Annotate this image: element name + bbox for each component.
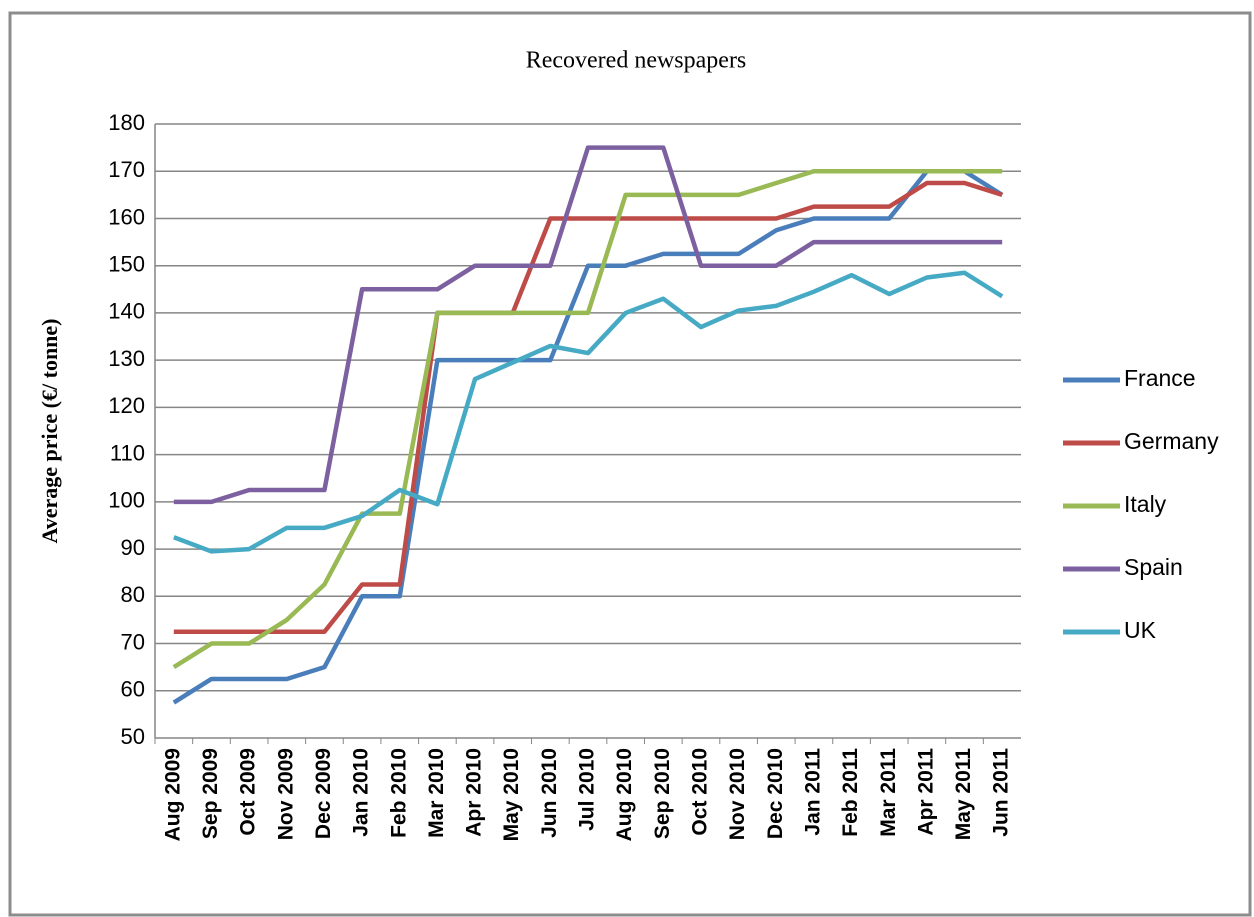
y-tick-label: 60: [121, 677, 145, 702]
x-tick-label: May 2010: [500, 748, 523, 841]
y-tick-label: 140: [108, 299, 145, 324]
x-tick-label: Apr 2011: [914, 748, 937, 836]
x-tick-label: Jul 2010: [576, 748, 599, 831]
y-tick-label: 70: [121, 629, 145, 654]
x-tick-label: Jun 2010: [538, 748, 561, 838]
legend-label: Germany: [1124, 428, 1219, 454]
x-tick-label: Sep 2009: [199, 748, 222, 839]
y-tick-label: 120: [108, 393, 145, 418]
x-tick-label: Dec 2010: [764, 748, 787, 839]
x-tick-label: Aug 2009: [161, 748, 184, 841]
y-tick-label: 170: [108, 157, 145, 182]
y-tick-label: 50: [121, 724, 145, 749]
x-tick-label: Nov 2010: [726, 748, 749, 840]
x-tick-label: Aug 2010: [613, 748, 636, 841]
y-tick-label: 160: [108, 204, 145, 229]
legend-label: Italy: [1124, 491, 1167, 517]
legend-label: UK: [1124, 617, 1157, 643]
y-tick-label: 130: [108, 346, 145, 371]
x-tick-label: May 2011: [952, 748, 975, 841]
x-tick-label: Feb 2011: [839, 748, 862, 837]
series-line: [172, 168, 1003, 670]
y-tick-label: 90: [121, 535, 145, 560]
y-tick-label: 150: [108, 252, 145, 277]
y-tick-label: 110: [110, 440, 145, 465]
series-line: [173, 180, 1003, 634]
x-tick-label: Nov 2009: [274, 748, 297, 840]
x-tick-label: Dec 2009: [312, 748, 335, 839]
x-tick-label: Apr 2010: [463, 748, 486, 837]
chart-title: Recovered newspapers: [526, 48, 747, 74]
series-line: [172, 168, 1004, 705]
x-tick-label: Feb 2010: [387, 748, 410, 838]
x-tick-label: Sep 2010: [651, 748, 674, 839]
y-tick-label: 80: [121, 582, 145, 607]
y-axis-label: Average price (€/ tonne): [37, 318, 62, 543]
series-line: [173, 270, 1004, 554]
x-tick-label: Oct 2010: [689, 748, 712, 836]
y-tick-label: 100: [108, 488, 145, 513]
legend-label: France: [1124, 365, 1196, 391]
x-tick-label: Oct 2009: [237, 748, 260, 836]
x-tick-label: Mar 2011: [877, 748, 900, 837]
y-tick-label: 180: [108, 110, 145, 135]
series-line: [173, 145, 1003, 505]
x-tick-label: Jun 2011: [990, 748, 1013, 837]
chart-border: [8, 11, 1252, 917]
x-tick-label: Jan 2011: [801, 748, 824, 836]
x-tick-label: Jan 2010: [350, 748, 373, 837]
x-tick-label: Mar 2010: [425, 748, 448, 838]
legend-label: Spain: [1124, 554, 1183, 580]
